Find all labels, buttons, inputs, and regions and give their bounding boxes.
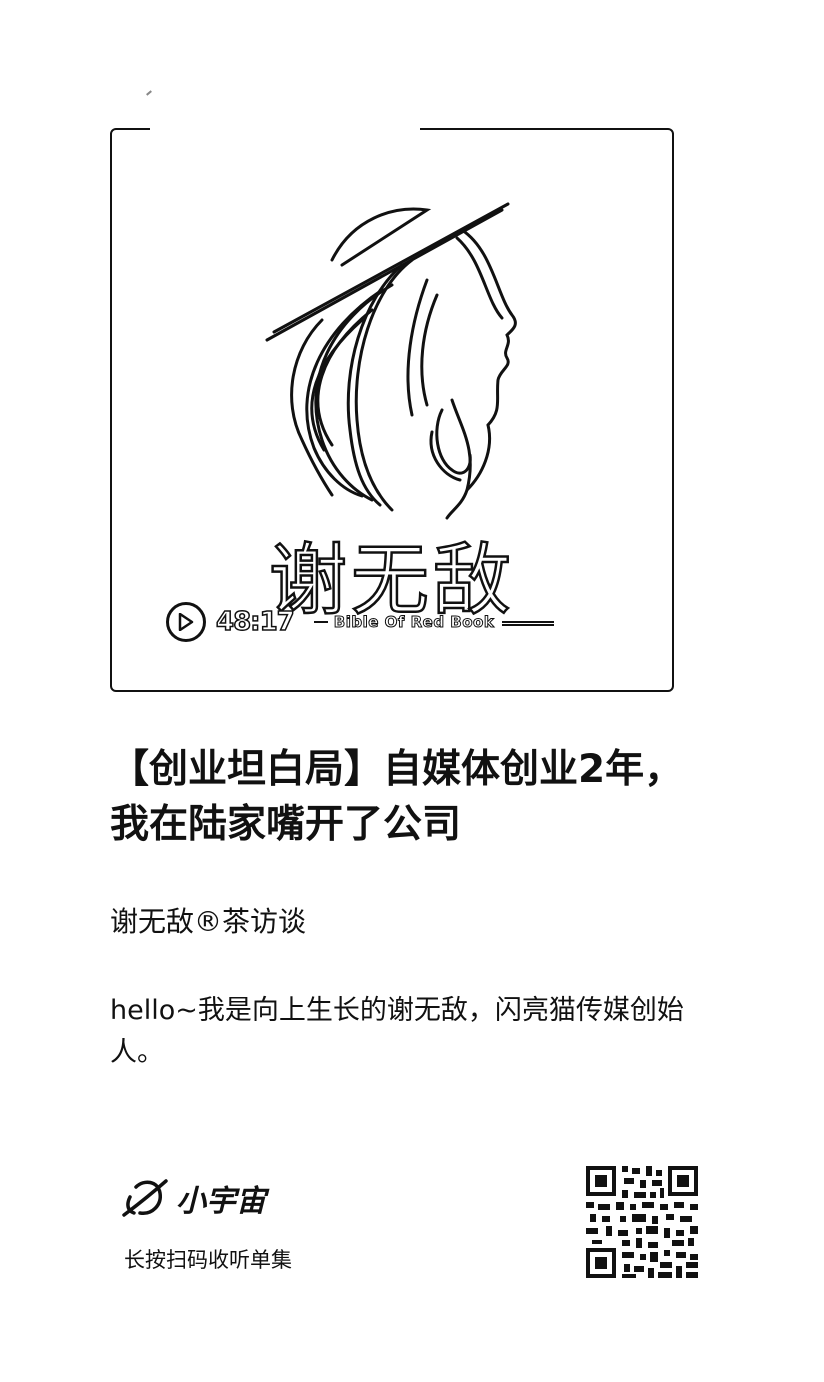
cover-subtitle-line: Bible Of Red Book	[313, 613, 555, 632]
cover-player-bar: 48:17 Bible Of Red Book	[166, 600, 555, 644]
portrait-logo-icon	[265, 202, 517, 520]
cover-border-gap	[150, 126, 420, 132]
cover-subtitle: Bible Of Red Book	[333, 613, 495, 632]
episode-cover[interactable]: 谢无敌 48:17 Bible Of Red Book	[110, 128, 674, 692]
play-icon	[178, 613, 194, 631]
channel-name[interactable]: 谢无敌®茶访谈	[110, 905, 307, 938]
qr-code-icon[interactable]	[586, 1166, 698, 1278]
cover-title: 谢无敌	[268, 535, 515, 628]
brand-name: 小宇宙	[176, 1184, 266, 1219]
duration-label: 48:17	[215, 606, 295, 638]
episode-title: 【创业坦白局】自媒体创业2年，我在陆家嘴开了公司	[110, 747, 684, 847]
episode-description: hello~我是向上生长的谢无敌，闪亮猫传媒创始人。	[110, 995, 684, 1068]
divider	[313, 621, 328, 623]
app-brand: 小宇宙	[120, 1175, 266, 1221]
planet-logo-icon	[122, 1179, 168, 1217]
corner-mark	[146, 90, 152, 96]
scan-hint: 长按扫码收听单集	[124, 1248, 292, 1272]
divider	[502, 621, 555, 623]
play-button[interactable]	[166, 602, 206, 642]
